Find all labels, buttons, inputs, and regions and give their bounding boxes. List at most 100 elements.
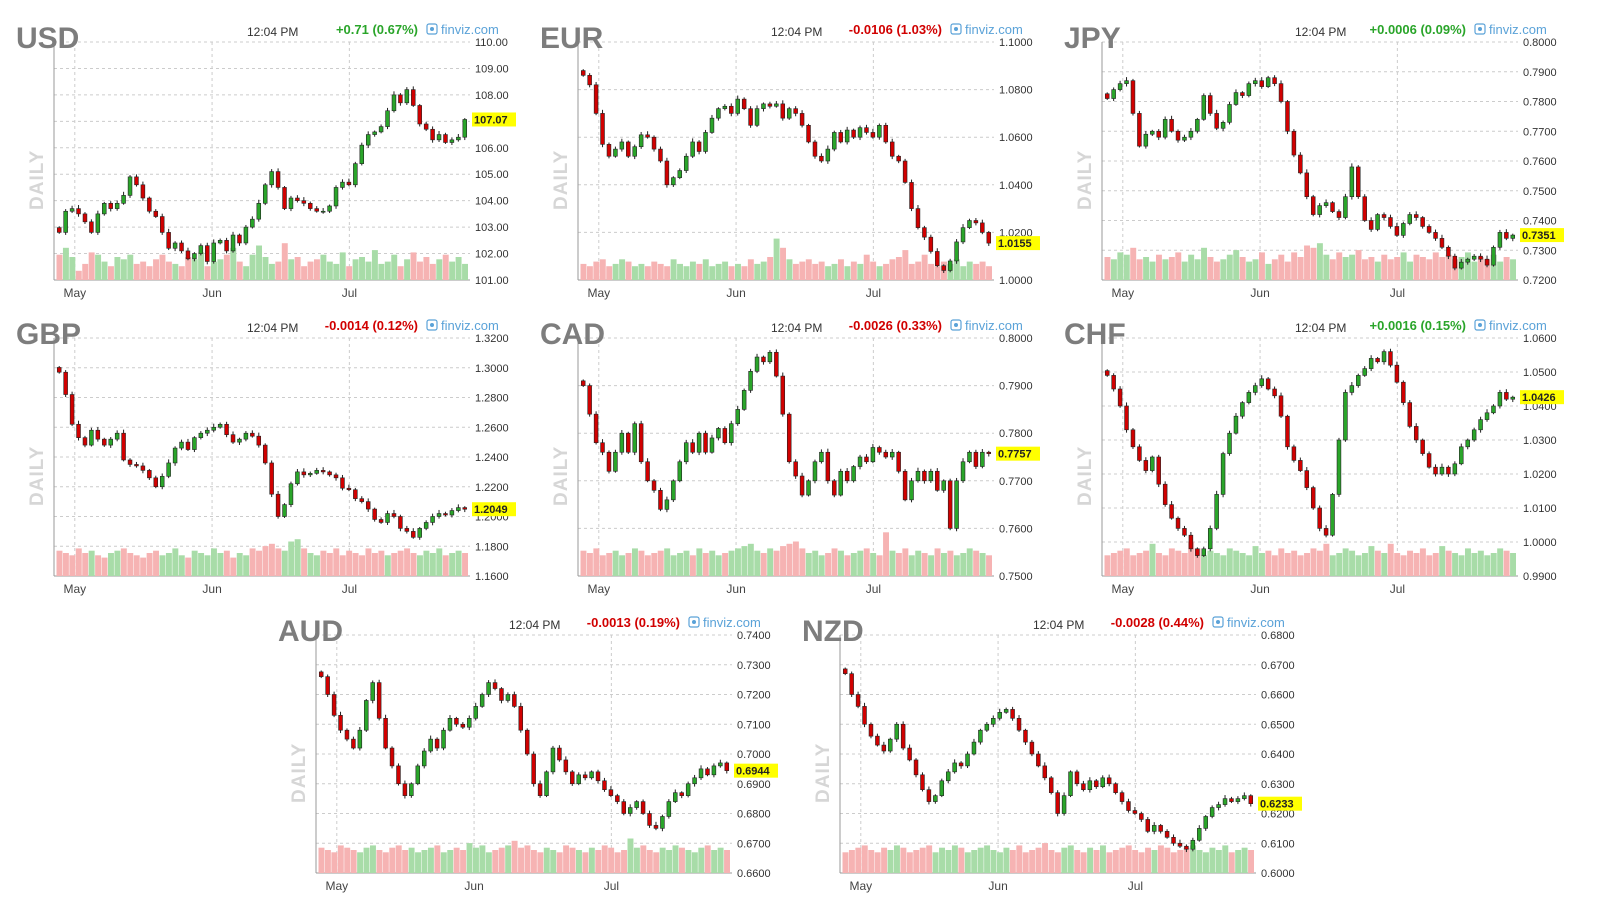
current-price-tag <box>472 112 516 127</box>
candle <box>1227 430 1232 456</box>
x-tick-label: May <box>587 582 610 596</box>
volume-bar <box>230 247 237 280</box>
volume-bar <box>934 266 941 280</box>
brand-link[interactable]: finviz.com <box>1489 318 1547 333</box>
current-price-label: 0.6944 <box>736 766 771 778</box>
candle <box>844 468 850 484</box>
candle <box>1510 233 1516 242</box>
brand-link[interactable]: finviz.com <box>441 22 499 37</box>
volume-bar <box>1201 247 1207 280</box>
candle <box>449 508 455 518</box>
volume-bar <box>346 550 353 576</box>
volume-bar <box>140 557 147 576</box>
volume-bar <box>973 550 980 576</box>
volume-bar <box>1156 553 1162 576</box>
volume-bar <box>365 261 372 280</box>
volume-bar <box>563 845 570 873</box>
volume-bar <box>1106 852 1113 873</box>
candle <box>1177 839 1183 849</box>
candle <box>658 146 663 163</box>
chart-panel-usd[interactable]: 110.00109.00108.00107.00106.00105.00104.… <box>0 10 524 306</box>
volume-bar <box>1336 252 1343 280</box>
candle <box>398 93 403 106</box>
volume-bar <box>741 546 748 576</box>
volume-bar <box>913 850 920 873</box>
brand-link[interactable]: finviz.com <box>965 318 1023 333</box>
volume-bar <box>619 555 626 576</box>
volume-bar <box>1426 555 1433 576</box>
volume-bar <box>1215 850 1222 873</box>
candle <box>1233 89 1239 106</box>
brand-link[interactable]: finviz.com <box>441 318 499 333</box>
volume-bar <box>462 553 468 576</box>
candle <box>346 178 352 187</box>
candle <box>1310 194 1316 217</box>
volume-bar <box>580 263 587 280</box>
volume-bar <box>1432 252 1439 280</box>
candle <box>353 487 358 502</box>
y-tick-label: 1.0600 <box>999 132 1033 144</box>
volume-bar <box>1349 550 1356 576</box>
brand-link[interactable]: finviz.com <box>1489 22 1547 37</box>
current-price-tag <box>1520 228 1564 243</box>
volume-bar <box>449 261 456 280</box>
candle <box>198 243 204 256</box>
candle <box>404 87 410 105</box>
volume-bar <box>614 852 621 873</box>
volume-bar <box>127 254 134 280</box>
candle <box>1362 194 1367 222</box>
volume-bar <box>1413 553 1420 576</box>
volume-bar <box>1093 850 1100 873</box>
chart-panel-gbp[interactable]: 1.3200 1.3000 1.2800 1.2600 1.2400 1.2200 1.20… <box>0 306 524 602</box>
y-tick-label: 1.0500 <box>1523 367 1557 379</box>
volume-bar <box>460 850 467 873</box>
candle <box>849 671 854 697</box>
volume-bar <box>691 852 698 873</box>
candle <box>121 429 126 462</box>
volume-bar <box>569 847 576 873</box>
volume-bar <box>1490 254 1497 280</box>
volume-bar <box>75 548 82 576</box>
volume-bar <box>230 557 237 576</box>
candle <box>935 248 940 268</box>
volume-bar <box>1177 850 1184 873</box>
volume-bar <box>1226 254 1233 280</box>
chart-panel-jpy[interactable]: 0.8000 0.7900 0.7800 0.7700 0.7600 0.7500 0.74… <box>1048 10 1572 306</box>
brand-link[interactable]: finviz.com <box>703 615 761 630</box>
y-tick-label: 0.6700 <box>1261 660 1295 672</box>
chart-panel-aud[interactable]: 0.7400 0.7300 0.7200 0.7100 0.7000 0.6900 0.68… <box>262 603 786 899</box>
chart-panel-cad[interactable]: 0.8000 0.7900 0.7800 0.7700 0.7600 0.7500 May J… <box>524 306 1048 602</box>
volume-bar <box>1110 553 1117 576</box>
header-time: 12:04 PM <box>247 25 298 39</box>
candle <box>364 699 369 732</box>
candle <box>1375 213 1380 232</box>
candle <box>1029 739 1035 757</box>
candle <box>134 174 139 187</box>
volume-bar <box>1413 254 1420 280</box>
y-tick-label: 0.7400 <box>1523 216 1557 228</box>
volume-bar <box>498 847 505 873</box>
candle <box>391 91 397 113</box>
volume-bar <box>627 838 634 873</box>
candle <box>1420 438 1425 456</box>
volume-bar <box>670 555 677 576</box>
candle <box>262 183 268 206</box>
candle <box>563 756 569 775</box>
chart-panel-eur[interactable]: 1.1000 1.0800 1.0600 1.0400 1.0200 1.0000 May J… <box>524 10 1048 306</box>
brand-link[interactable]: finviz.com <box>965 22 1023 37</box>
volume-bar <box>805 259 812 280</box>
chart-panel-chf[interactable]: 1.0600 1.0500 1.0400 1.0300 1.0200 1.0100 1.00… <box>1048 306 1572 602</box>
candle <box>333 185 339 209</box>
volume-bar <box>632 266 638 280</box>
candle <box>651 135 657 152</box>
volume-bar <box>780 247 786 280</box>
volume-bar <box>120 259 127 280</box>
volume-bar <box>185 557 192 576</box>
candle <box>761 355 766 365</box>
candle <box>1190 837 1196 852</box>
chart-panel-nzd[interactable]: 0.6800 0.6700 0.6600 0.6500 0.6400 0.6300 0.62… <box>786 603 1310 899</box>
volume-bar <box>249 548 256 576</box>
volume-bar <box>1145 847 1151 873</box>
brand-link[interactable]: finviz.com <box>1227 615 1285 630</box>
